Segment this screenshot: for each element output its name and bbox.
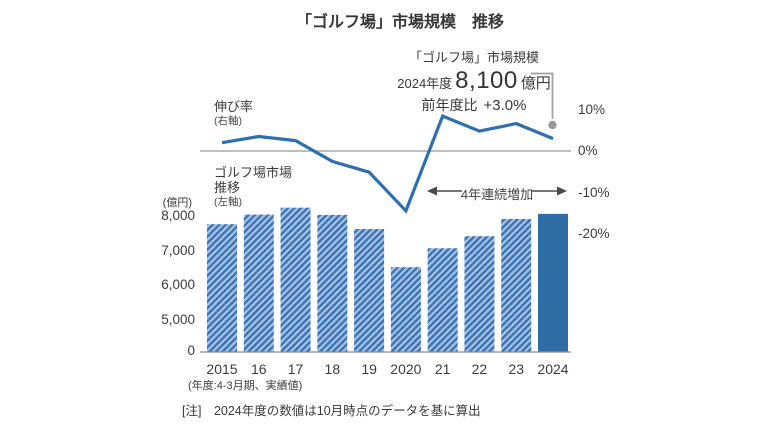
callout-connector	[531, 72, 554, 119]
bar-series-axis-note: (左軸)	[214, 196, 242, 208]
callout-growth-value: +3.0%	[483, 96, 527, 114]
left-axis-tick: 6,000	[161, 277, 195, 293]
x-axis-note: (年度:4-3月期、実績値)	[188, 380, 303, 392]
streak-right-arrowhead	[557, 186, 567, 196]
bar-21	[427, 248, 458, 352]
bar-16	[243, 214, 274, 352]
callout-value-line: 2024年度 8,100 億円	[388, 67, 560, 95]
bar-23	[501, 219, 532, 352]
bar-19	[354, 228, 385, 352]
bar-series-name-2: 推移	[214, 180, 241, 195]
streak-annotation-text: 4年連続増加	[460, 187, 534, 202]
right-axis-tick: 0%	[578, 143, 598, 158]
bar-18	[317, 214, 348, 352]
x-axis-label: 22	[471, 361, 488, 377]
latest-value-callout: 「ゴルフ場」市場規模 2024年度 8,100 億円 前年度比 +3.0%	[388, 50, 560, 114]
bar-series-label: ゴルフ場市場 推移 (左軸)	[214, 165, 292, 210]
line-series-label: 伸び率 (右軸)	[214, 99, 253, 129]
x-axis-label: 18	[324, 361, 341, 377]
line-series-axis-note: (右軸)	[214, 115, 242, 127]
bar-series	[207, 207, 568, 352]
x-axis-label: 2015	[206, 361, 238, 377]
x-axis-label: 2024	[537, 361, 569, 377]
growth-rate-polyline	[221, 114, 554, 214]
page-title: 「ゴルフ場」市場規模 推移	[295, 14, 504, 31]
left-axis-tick: 8,000	[161, 208, 195, 224]
x-axis-label: 23	[508, 361, 524, 377]
bar-2024	[538, 213, 568, 352]
x-axis-label: 19	[361, 361, 377, 377]
line-series-name: 伸び率	[214, 99, 254, 114]
bar-17	[280, 207, 311, 352]
growth-line-series	[221, 114, 554, 214]
bar-2015	[207, 224, 237, 352]
left-axis-tick: 5,000	[161, 311, 195, 327]
bar-22	[464, 236, 495, 352]
left-axis-tick: 0	[187, 343, 195, 358]
x-axis-label: 16	[250, 361, 267, 377]
callout-growth-line: 前年度比 +3.0%	[388, 97, 560, 114]
x-axis-label: 17	[287, 361, 304, 377]
x-axis-label: 2020	[390, 361, 422, 377]
right-axis-tick: -20%	[578, 226, 610, 241]
bar-series-name-1: ゴルフ場市場	[214, 165, 293, 180]
streak-left-arrowhead	[427, 186, 437, 196]
annotation-shapes	[427, 72, 567, 196]
left-axis-unit-label: (億円)	[162, 197, 192, 209]
x-axis-label: 21	[434, 361, 451, 377]
bar-2020	[390, 267, 421, 352]
callout-series-name: 「ゴルフ場」市場規模	[408, 50, 539, 65]
right-axis-tick: -10%	[578, 184, 610, 200]
callout-endpoint-dot	[548, 120, 557, 130]
left-axis-tick: 7,000	[161, 242, 195, 258]
callout-unit: 億円	[520, 74, 551, 92]
callout-growth-label: 前年度比	[421, 96, 478, 113]
axis-lines	[200, 150, 571, 353]
callout-value: 8,100	[455, 66, 518, 94]
footnote: [注] 2024年度の数値は10月時点のデータを基に算出	[182, 404, 481, 418]
right-axis-tick: 10%	[578, 101, 606, 117]
callout-year: 2024年度	[397, 75, 453, 91]
